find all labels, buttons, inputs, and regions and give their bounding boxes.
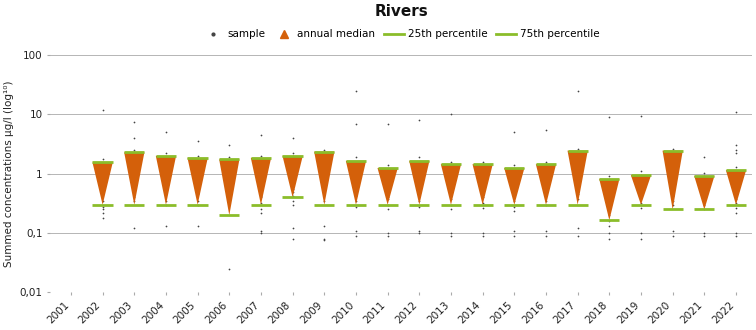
Polygon shape — [726, 170, 746, 205]
Polygon shape — [219, 159, 240, 215]
Polygon shape — [536, 164, 556, 205]
Polygon shape — [187, 158, 208, 205]
Polygon shape — [472, 164, 493, 205]
Polygon shape — [409, 161, 429, 205]
Polygon shape — [283, 156, 302, 197]
Polygon shape — [251, 158, 271, 205]
Polygon shape — [600, 179, 619, 220]
Polygon shape — [124, 152, 144, 205]
Polygon shape — [156, 156, 176, 205]
Y-axis label: Summed concentrations μg/l (log¹⁰): Summed concentrations μg/l (log¹⁰) — [5, 81, 14, 267]
Polygon shape — [631, 175, 651, 205]
Polygon shape — [694, 176, 714, 210]
Legend: sample, annual median, 25th percentile, 75th percentile: sample, annual median, 25th percentile, … — [203, 29, 600, 39]
Polygon shape — [345, 161, 366, 205]
Polygon shape — [377, 168, 398, 205]
Polygon shape — [568, 151, 587, 205]
Polygon shape — [92, 162, 113, 205]
Polygon shape — [314, 152, 334, 205]
Polygon shape — [504, 168, 525, 205]
Polygon shape — [441, 164, 461, 205]
Polygon shape — [662, 151, 683, 210]
Title: Rivers: Rivers — [374, 4, 428, 19]
